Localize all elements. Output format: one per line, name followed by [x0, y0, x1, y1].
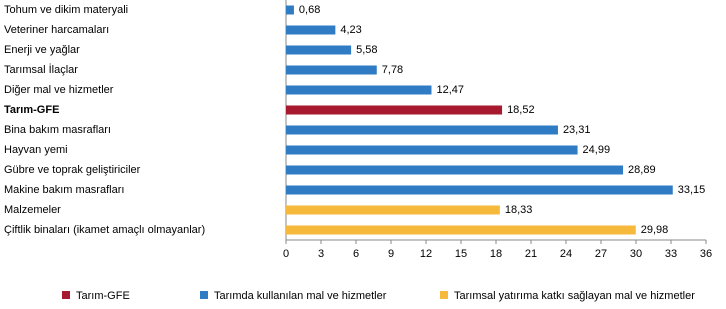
x-tick-label: 30 — [630, 248, 642, 260]
value-label: 4,23 — [340, 24, 361, 36]
y-tick-label: Bina bakım masrafları — [4, 124, 111, 136]
y-tick-label: Tohum ve dikim materyali — [4, 4, 128, 16]
bar — [286, 145, 578, 155]
bar — [286, 105, 503, 115]
value-label: 24,99 — [583, 144, 611, 156]
y-tick-label: Çiftlik binaları (ikamet amaçlı olmayanl… — [4, 224, 205, 236]
legend-swatch — [62, 291, 70, 299]
legend-label: Tarımda kullanılan mal ve hizmetler — [214, 290, 387, 302]
x-tick-label: 6 — [353, 248, 359, 260]
x-tick-label: 9 — [388, 248, 394, 260]
bar — [286, 225, 636, 235]
x-tick-label: 24 — [560, 248, 572, 260]
bar — [286, 205, 500, 215]
legend-label: Tarımsal yatırıma katkı sağlayan mal ve … — [454, 290, 695, 302]
bar — [286, 185, 673, 195]
value-label: 18,52 — [507, 104, 535, 116]
y-tick-label: Makine bakım masrafları — [4, 184, 124, 196]
x-tick-label: 3 — [318, 248, 324, 260]
bar — [286, 5, 294, 15]
bar — [286, 25, 336, 35]
x-tick-label: 0 — [283, 248, 289, 260]
value-label: 12,47 — [436, 84, 464, 96]
x-tick-label: 27 — [595, 248, 607, 260]
value-label: 7,78 — [382, 64, 403, 76]
bar — [286, 165, 624, 175]
y-tick-label: Malzemeler — [4, 204, 61, 216]
y-tick-label: Diğer mal ve hizmetler — [4, 84, 114, 96]
x-tick-label: 15 — [455, 248, 467, 260]
value-label: 18,33 — [505, 204, 533, 216]
bar — [286, 125, 558, 135]
y-tick-label: Hayvan yemi — [4, 144, 68, 156]
x-tick-label: 33 — [665, 248, 677, 260]
bar — [286, 45, 352, 55]
legend-label: Tarım-GFE — [76, 290, 130, 302]
x-tick-label: 12 — [420, 248, 432, 260]
y-tick-label: Gübre ve toprak geliştiriciler — [4, 164, 141, 176]
value-label: 28,89 — [628, 164, 656, 176]
value-label: 0,68 — [299, 4, 320, 16]
value-label: 23,31 — [563, 124, 591, 136]
y-tick-label: Tarımsal İlaçlar — [4, 63, 78, 76]
bar — [286, 65, 377, 75]
y-tick-label: Veteriner harcamaları — [4, 24, 109, 36]
value-label: 5,58 — [356, 44, 377, 56]
y-tick-label: Tarım-GFE — [4, 104, 59, 116]
value-label: 29,98 — [641, 224, 669, 236]
bar — [286, 85, 432, 95]
legend-swatch — [440, 291, 448, 299]
x-tick-label: 18 — [490, 248, 502, 260]
x-tick-label: 21 — [525, 248, 537, 260]
value-label: 33,15 — [678, 184, 706, 196]
legend-swatch — [200, 291, 208, 299]
x-tick-label: 36 — [700, 248, 712, 260]
y-tick-label: Enerji ve yağlar — [4, 44, 80, 56]
